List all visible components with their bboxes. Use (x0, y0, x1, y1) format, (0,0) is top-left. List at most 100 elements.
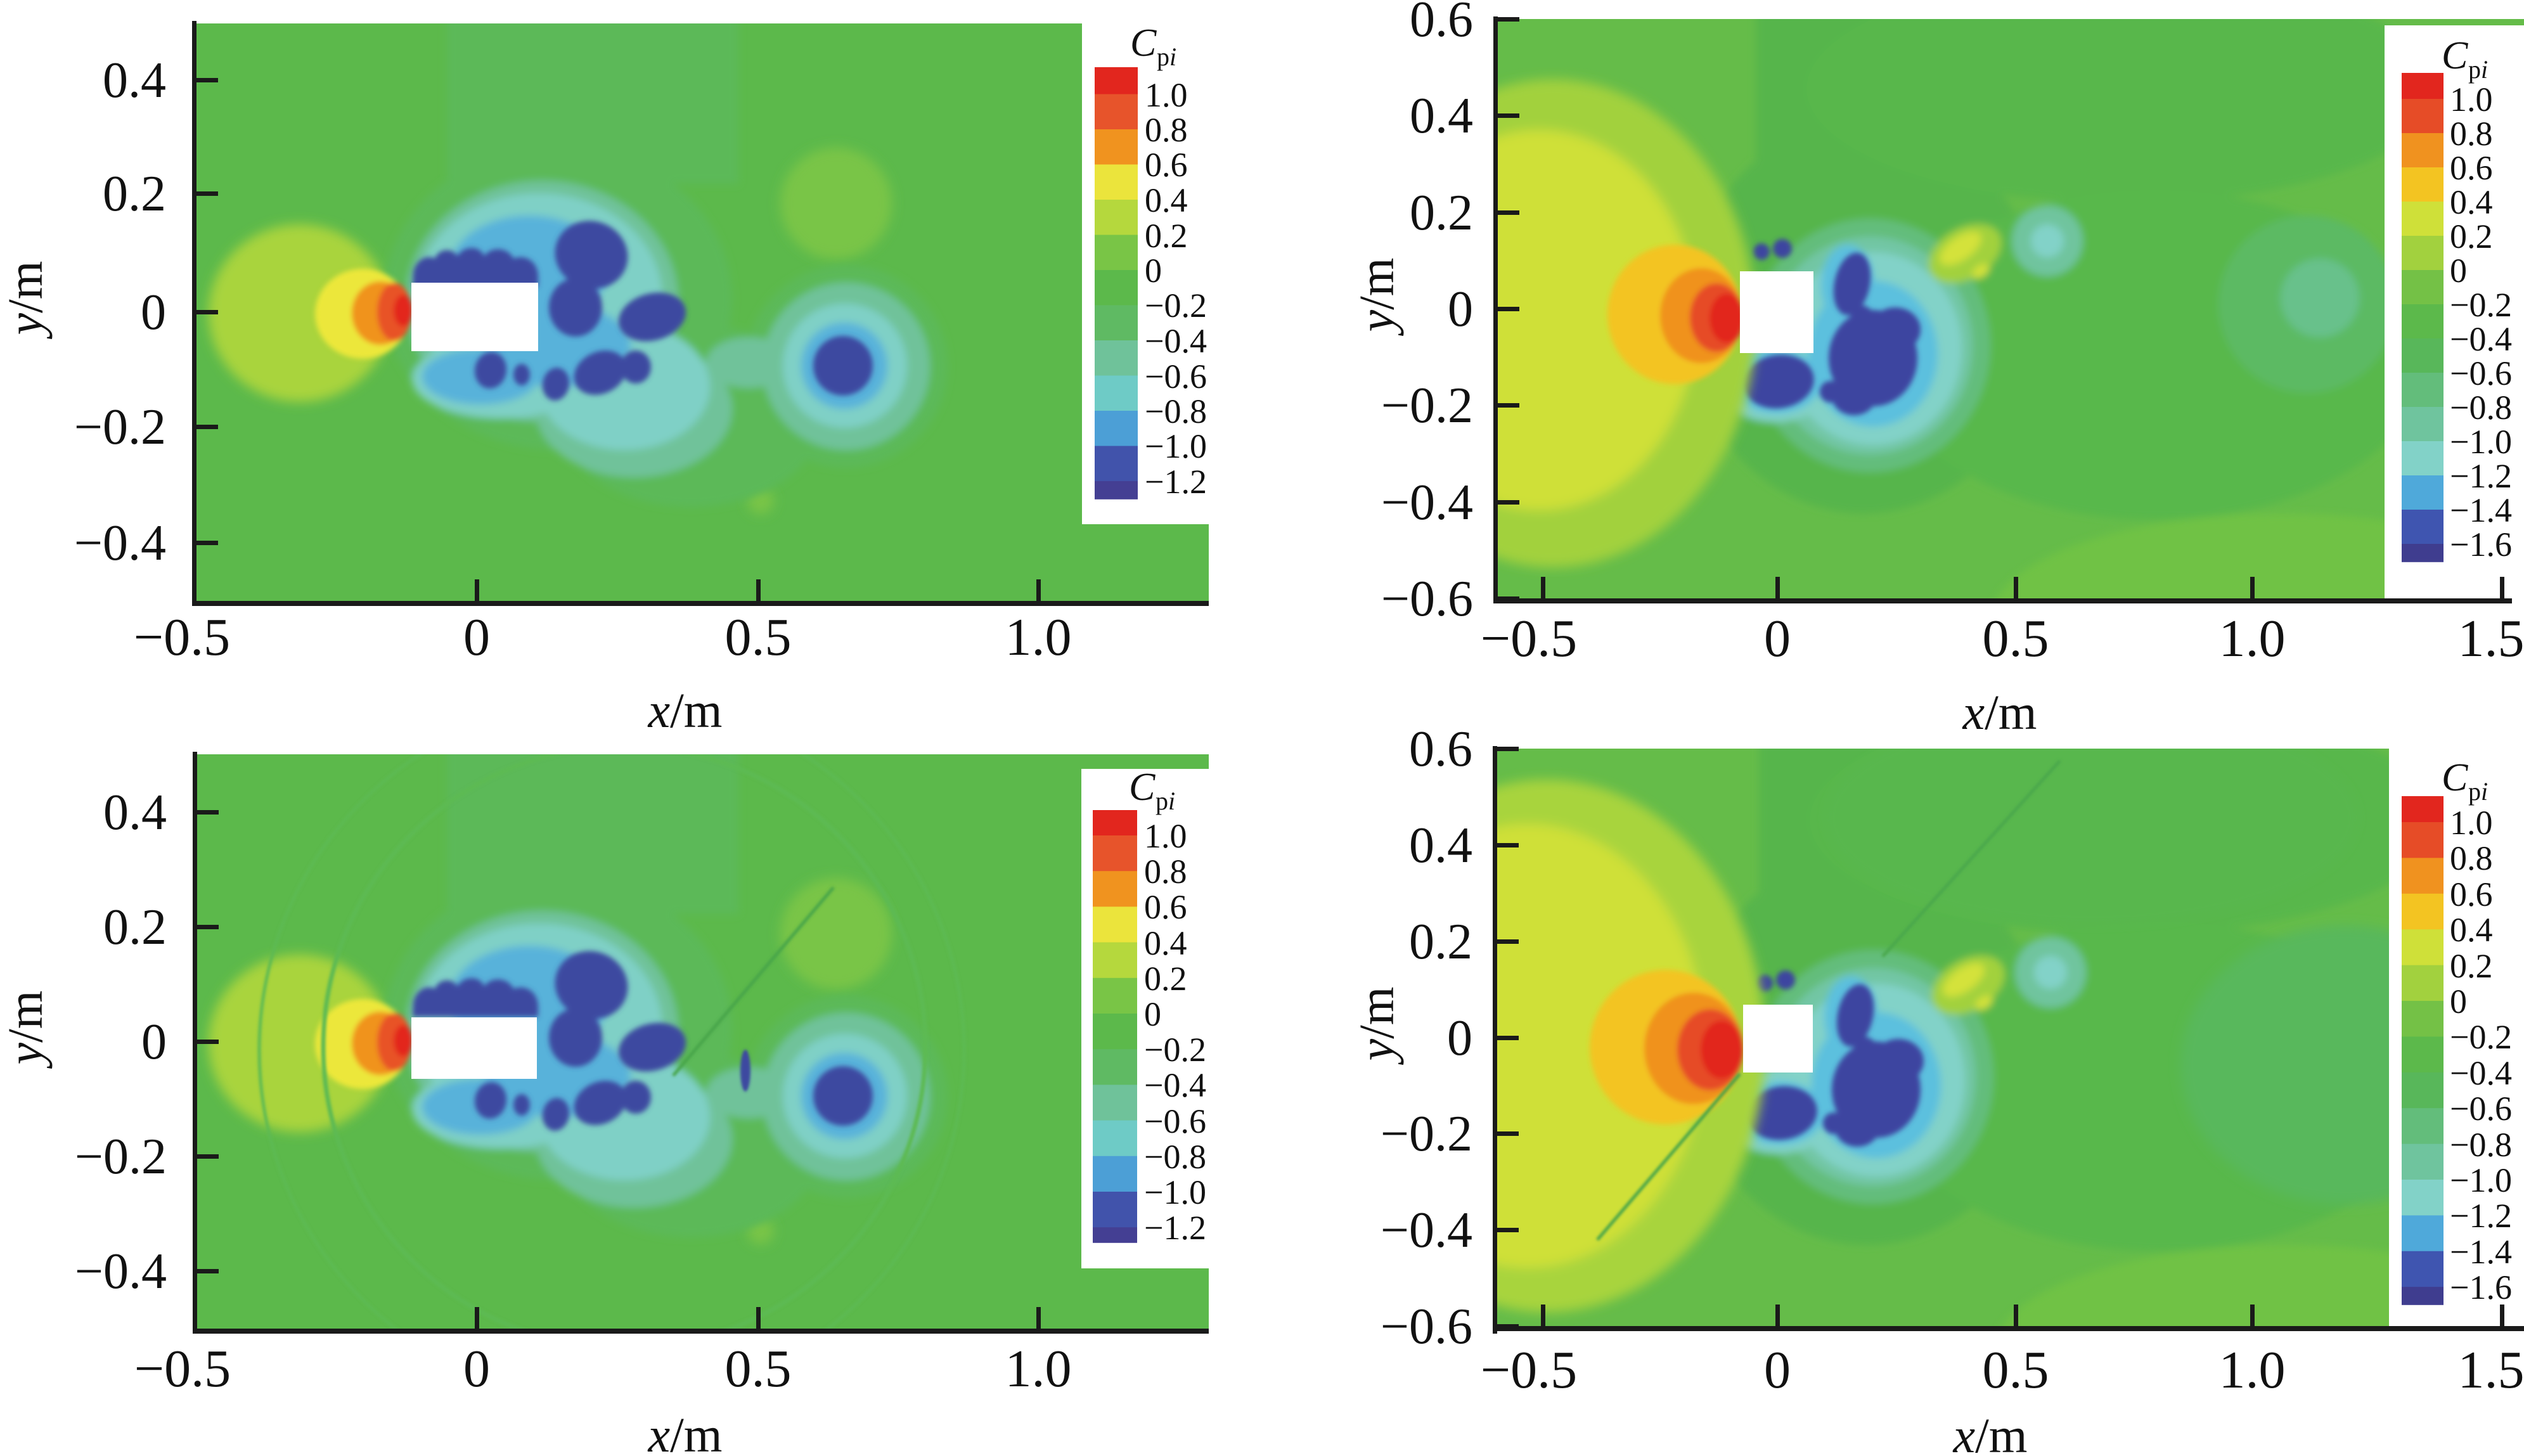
svg-text:0: 0 (1447, 1010, 1472, 1066)
svg-text:0: 0 (1145, 252, 1162, 290)
svg-text:0: 0 (1144, 995, 1161, 1033)
svg-text:1.0: 1.0 (2219, 609, 2286, 668)
svg-text:0.4: 0.4 (103, 785, 167, 841)
svg-text:1.0: 1.0 (1144, 817, 1187, 855)
svg-text:0: 0 (2450, 982, 2467, 1021)
svg-text:−1.0: −1.0 (1144, 1173, 1206, 1211)
svg-text:−0.2: −0.2 (2450, 1018, 2512, 1056)
svg-text:0.6: 0.6 (1410, 0, 1473, 48)
svg-text:0.2: 0.2 (1409, 914, 1472, 970)
svg-text:y/m: y/m (0, 261, 53, 340)
svg-text:−0.5: −0.5 (134, 608, 230, 667)
svg-text:0.2: 0.2 (103, 166, 166, 222)
svg-text:0: 0 (1448, 281, 1473, 337)
svg-text:1.0: 1.0 (1005, 1339, 1072, 1398)
svg-text:−0.6: −0.6 (1145, 358, 1207, 396)
svg-text:−0.2: −0.2 (1381, 1106, 1472, 1162)
svg-text:0.6: 0.6 (2450, 149, 2493, 187)
svg-text:−0.4: −0.4 (1381, 475, 1473, 531)
svg-text:0.2: 0.2 (2450, 947, 2493, 985)
svg-text:−1.2: −1.2 (1145, 463, 1207, 501)
svg-text:1.0: 1.0 (2219, 1341, 2286, 1400)
svg-text:y/m: y/m (1349, 258, 1404, 337)
svg-text:−0.8: −0.8 (1144, 1138, 1206, 1176)
svg-text:−0.5: −0.5 (1481, 609, 1577, 668)
svg-text:−1.4: −1.4 (2450, 491, 2512, 529)
svg-text:0.6: 0.6 (1145, 146, 1188, 184)
svg-text:−1.4: −1.4 (2450, 1233, 2512, 1271)
svg-text:−0.8: −0.8 (2450, 389, 2512, 427)
svg-text:pi: pi (2468, 777, 2488, 806)
svg-text:0.5: 0.5 (1983, 1341, 2049, 1400)
svg-text:0.5: 0.5 (725, 608, 792, 667)
svg-text:−0.8: −0.8 (2450, 1126, 2512, 1164)
svg-text:pi: pi (1156, 787, 1175, 815)
svg-text:−1.2: −1.2 (1144, 1209, 1206, 1247)
svg-text:C: C (2442, 756, 2468, 799)
svg-text:0.4: 0.4 (103, 53, 166, 108)
svg-text:0: 0 (463, 1339, 490, 1398)
svg-text:1.0: 1.0 (1005, 608, 1072, 667)
svg-text:−1.0: −1.0 (1145, 427, 1207, 465)
svg-text:x/m: x/m (1953, 1408, 2028, 1456)
svg-text:0.4: 0.4 (1410, 88, 1473, 144)
svg-text:−0.4: −0.4 (2450, 1054, 2512, 1092)
svg-text:0: 0 (1764, 609, 1791, 668)
svg-text:0: 0 (141, 285, 166, 340)
svg-text:−0.2: −0.2 (1144, 1031, 1206, 1069)
svg-text:C: C (2442, 34, 2468, 77)
svg-text:1.0: 1.0 (2450, 804, 2493, 842)
svg-text:0.2: 0.2 (1144, 960, 1187, 998)
svg-text:−1.6: −1.6 (2450, 525, 2512, 564)
svg-text:pi: pi (2468, 55, 2488, 84)
svg-text:0.6: 0.6 (2450, 875, 2493, 913)
svg-text:−0.2: −0.2 (74, 399, 166, 455)
svg-text:C: C (1130, 22, 1157, 65)
svg-text:0: 0 (141, 1014, 167, 1070)
svg-text:−0.8: −0.8 (1145, 392, 1207, 430)
svg-text:0.5: 0.5 (1983, 609, 2049, 668)
svg-text:−1.0: −1.0 (2450, 423, 2512, 461)
svg-text:0.6: 0.6 (1144, 888, 1187, 926)
svg-text:0.8: 0.8 (2450, 839, 2493, 877)
svg-text:−0.4: −0.4 (1144, 1066, 1206, 1104)
svg-text:−0.6: −0.6 (2450, 1090, 2512, 1128)
svg-text:x/m: x/m (648, 1407, 723, 1456)
svg-text:0.4: 0.4 (1409, 818, 1472, 873)
svg-text:−1.0: −1.0 (2450, 1161, 2512, 1199)
svg-text:1.0: 1.0 (1145, 76, 1188, 114)
svg-text:0.4: 0.4 (2450, 911, 2493, 949)
svg-text:1.0: 1.0 (2450, 81, 2493, 119)
svg-text:y/m: y/m (1349, 987, 1404, 1066)
svg-text:0.4: 0.4 (1145, 181, 1188, 219)
svg-text:−0.6: −0.6 (1381, 571, 1473, 627)
svg-text:−0.2: −0.2 (75, 1129, 167, 1185)
svg-text:−1.2: −1.2 (2450, 457, 2512, 495)
svg-text:−0.4: −0.4 (75, 1244, 167, 1299)
svg-text:1.5: 1.5 (2458, 1341, 2524, 1400)
svg-text:1.5: 1.5 (2458, 609, 2524, 668)
svg-text:0.5: 0.5 (725, 1339, 792, 1398)
svg-text:−0.5: −0.5 (134, 1339, 231, 1398)
svg-text:x/m: x/m (648, 683, 723, 738)
svg-text:0.4: 0.4 (1144, 924, 1187, 962)
svg-text:0: 0 (463, 608, 490, 667)
svg-text:0: 0 (1764, 1341, 1791, 1400)
svg-text:0.8: 0.8 (2450, 115, 2493, 153)
svg-text:−0.5: −0.5 (1481, 1341, 1577, 1400)
svg-text:y/m: y/m (0, 991, 53, 1069)
svg-text:x/m: x/m (1962, 685, 2037, 740)
svg-text:−0.4: −0.4 (1381, 1202, 1472, 1258)
svg-text:0.8: 0.8 (1144, 853, 1187, 891)
svg-text:−0.2: −0.2 (1145, 287, 1207, 325)
svg-text:−0.2: −0.2 (1381, 378, 1473, 434)
svg-text:−0.4: −0.4 (1145, 322, 1207, 360)
svg-text:−0.6: −0.6 (1381, 1299, 1472, 1355)
svg-text:−0.6: −0.6 (2450, 354, 2512, 392)
svg-text:0.2: 0.2 (1145, 217, 1188, 255)
svg-text:pi: pi (1157, 42, 1176, 71)
svg-text:C: C (1129, 766, 1156, 809)
svg-text:0.2: 0.2 (2450, 217, 2493, 255)
svg-text:0.2: 0.2 (1410, 185, 1473, 241)
svg-text:0.4: 0.4 (2450, 183, 2493, 221)
